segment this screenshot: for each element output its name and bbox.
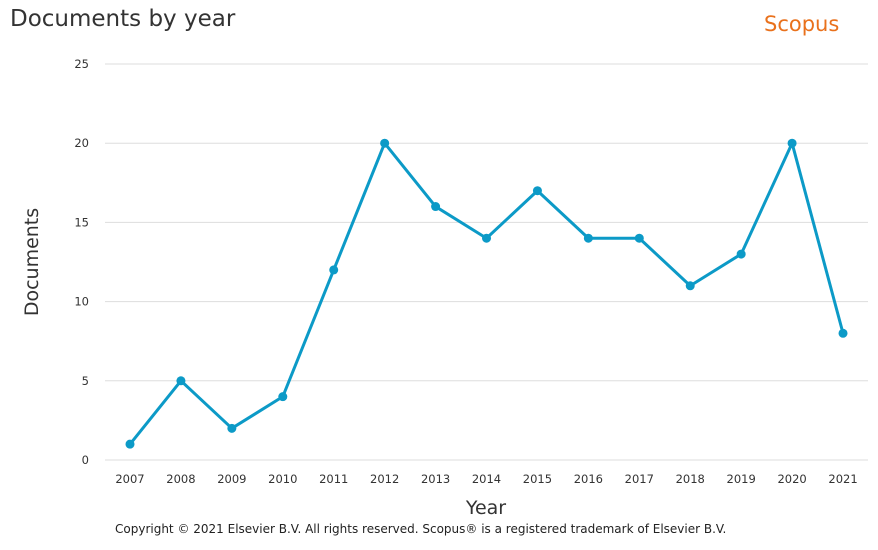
- gridlines: [105, 63, 868, 461]
- data-point-2011[interactable]: [329, 265, 339, 275]
- x-tick-label: 2017: [625, 472, 654, 486]
- y-tick-label: 20: [74, 136, 89, 150]
- x-tick-label: 2013: [421, 472, 450, 486]
- data-point-2012[interactable]: [380, 138, 390, 148]
- data-point-2016[interactable]: [583, 233, 593, 243]
- data-point-2015[interactable]: [532, 186, 542, 196]
- scopus-logo[interactable]: Scopus: [764, 12, 840, 36]
- series-line: [128, 141, 845, 446]
- x-tick-label: 2010: [268, 472, 297, 486]
- x-tick-label: 2018: [676, 472, 705, 486]
- y-tick-label: 10: [74, 295, 89, 309]
- x-tick-label: 2016: [574, 472, 603, 486]
- data-point-2019[interactable]: [736, 249, 746, 259]
- x-tick-label: 2014: [472, 472, 501, 486]
- data-points: [125, 138, 848, 449]
- data-point-2020[interactable]: [787, 138, 797, 148]
- y-tick-label: 0: [82, 453, 89, 467]
- x-tick-label: 2008: [166, 472, 195, 486]
- data-point-2007[interactable]: [125, 439, 135, 449]
- y-axis-ticks: 0 5 10 15 20 25: [74, 57, 89, 467]
- x-tick-label: 2021: [828, 472, 857, 486]
- data-point-2013[interactable]: [431, 202, 441, 212]
- y-tick-label: 25: [74, 57, 89, 71]
- data-point-2014[interactable]: [482, 233, 492, 243]
- data-point-2010[interactable]: [278, 392, 288, 402]
- x-tick-label: 2015: [523, 472, 552, 486]
- data-point-2009[interactable]: [227, 423, 237, 433]
- copyright-notice: Copyright © 2021 Elsevier B.V. All right…: [115, 522, 727, 536]
- x-tick-label: 2009: [217, 472, 246, 486]
- x-tick-label: 2019: [727, 472, 756, 486]
- x-axis-label: Year: [465, 497, 506, 519]
- data-point-2021[interactable]: [838, 328, 848, 338]
- y-tick-label: 15: [74, 215, 89, 229]
- data-point-2018[interactable]: [685, 281, 695, 291]
- x-tick-label: 2012: [370, 472, 399, 486]
- x-tick-label: 2020: [777, 472, 806, 486]
- y-axis-label: Documents: [21, 208, 43, 316]
- x-axis-ticks: 2007 2008 2009 2010 2011 2012 2013 2014 2015 2016…: [115, 472, 857, 486]
- data-point-2017[interactable]: [634, 233, 644, 243]
- x-tick-label: 2011: [319, 472, 348, 486]
- chart-title: Documents by year: [10, 6, 236, 32]
- data-point-2008[interactable]: [176, 376, 186, 386]
- y-tick-label: 5: [82, 374, 89, 388]
- x-tick-label: 2007: [115, 472, 144, 486]
